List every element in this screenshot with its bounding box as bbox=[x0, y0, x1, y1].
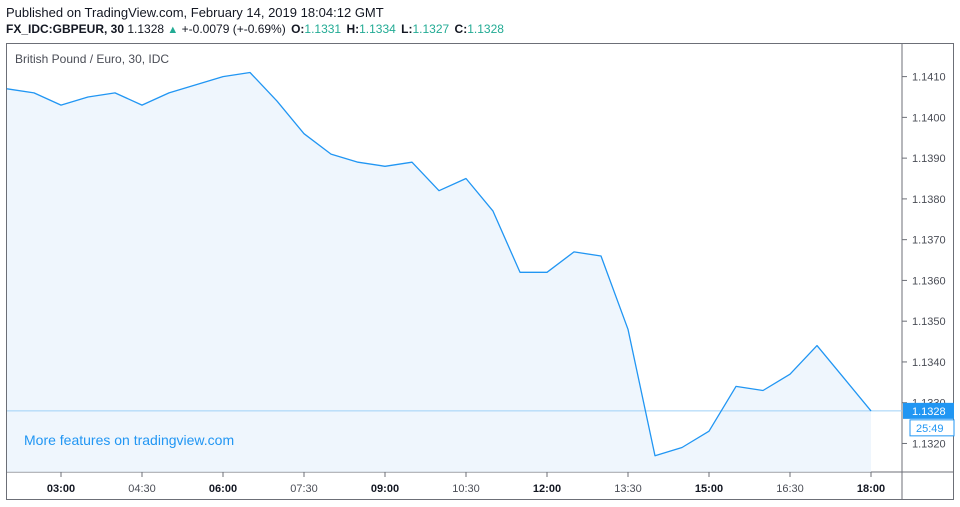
data-point-0 bbox=[6, 88, 8, 90]
data-point-10 bbox=[276, 100, 278, 102]
data-point-30 bbox=[816, 344, 818, 346]
data-point-4 bbox=[114, 92, 116, 94]
data-point-16 bbox=[438, 190, 440, 192]
data-point-3 bbox=[87, 96, 89, 98]
data-point-29 bbox=[789, 373, 791, 375]
series-title: British Pound / Euro, 30, IDC bbox=[15, 52, 170, 66]
price-badge-value: 1.1328 bbox=[912, 406, 946, 418]
x-tick-label-6: 12:00 bbox=[533, 483, 561, 495]
x-tick-label-3: 07:30 bbox=[290, 483, 318, 495]
open-label: O: bbox=[291, 22, 305, 36]
y-tick-label-8: 1.1400 bbox=[912, 112, 946, 124]
y-tick-label-9: 1.1410 bbox=[912, 72, 946, 84]
data-point-28 bbox=[762, 389, 764, 391]
data-point-31 bbox=[843, 377, 845, 379]
tradingview-link[interactable]: More features on tradingview.com bbox=[24, 432, 235, 448]
data-point-11 bbox=[303, 133, 305, 135]
chart-frame bbox=[6, 43, 954, 500]
x-tick-label-10: 18:00 bbox=[857, 483, 885, 495]
data-point-15 bbox=[411, 161, 413, 163]
published-note: Published on TradingView.com, February 1… bbox=[6, 5, 384, 20]
last-price: 1.1328 bbox=[127, 22, 165, 36]
data-point-27 bbox=[735, 385, 737, 387]
close-label: C: bbox=[454, 22, 468, 36]
data-point-1 bbox=[33, 92, 35, 94]
y-tick-label-7: 1.1390 bbox=[912, 153, 946, 165]
y-tick-label-6: 1.1380 bbox=[912, 194, 946, 206]
symbol-label[interactable]: FX_IDC:GBPEUR, 30 bbox=[6, 22, 125, 36]
y-tick-label-5: 1.1370 bbox=[912, 235, 946, 247]
data-point-18 bbox=[492, 210, 494, 212]
data-point-32 bbox=[870, 410, 872, 412]
y-tick-label-3: 1.1350 bbox=[912, 316, 946, 328]
data-point-5 bbox=[141, 104, 143, 106]
area-fill bbox=[7, 72, 871, 472]
data-point-12 bbox=[330, 153, 332, 155]
data-point-24 bbox=[654, 455, 656, 457]
data-point-19 bbox=[519, 271, 521, 273]
symbol-info-line: FX_IDC:GBPEUR, 30 1.1328 ▲ +-0.0079 (+-0… bbox=[6, 22, 504, 36]
x-tick-label-8: 15:00 bbox=[695, 483, 723, 495]
data-point-20 bbox=[546, 271, 548, 273]
price-change: +-0.0079 (+-0.69%) bbox=[181, 22, 286, 36]
data-point-22 bbox=[600, 255, 602, 257]
open-value: 1.1331 bbox=[304, 22, 342, 36]
data-point-25 bbox=[681, 446, 683, 448]
low-label: L: bbox=[401, 22, 413, 36]
up-arrow-icon: ▲ bbox=[167, 24, 179, 36]
data-point-8 bbox=[222, 75, 224, 77]
data-point-26 bbox=[708, 430, 710, 432]
low-value: 1.1327 bbox=[412, 22, 450, 36]
y-tick-label-4: 1.1360 bbox=[912, 275, 946, 287]
data-point-17 bbox=[465, 177, 467, 179]
high-label: H: bbox=[346, 22, 360, 36]
x-tick-label-4: 09:00 bbox=[371, 483, 399, 495]
data-point-14 bbox=[384, 165, 386, 167]
high-value: 1.1334 bbox=[359, 22, 396, 36]
countdown-badge bbox=[909, 419, 955, 437]
y-tick-label-0: 1.1320 bbox=[912, 438, 946, 450]
x-tick-label-7: 13:30 bbox=[614, 483, 642, 495]
price-badge bbox=[903, 402, 954, 419]
close-value: 1.1328 bbox=[467, 22, 504, 36]
x-tick-label-2: 06:00 bbox=[209, 483, 237, 495]
data-point-6 bbox=[168, 92, 170, 94]
series-line bbox=[6, 71, 872, 457]
data-point-2 bbox=[60, 104, 62, 106]
data-point-7 bbox=[195, 84, 197, 86]
data-point-21 bbox=[573, 251, 575, 253]
x-tick-label-9: 16:30 bbox=[776, 483, 804, 495]
x-tick-label-1: 04:30 bbox=[128, 483, 156, 495]
x-tick-label-5: 10:30 bbox=[452, 483, 480, 495]
data-point-9 bbox=[249, 71, 251, 73]
y-tick-label-2: 1.1340 bbox=[912, 357, 946, 369]
x-tick-label-0: 03:00 bbox=[47, 483, 75, 495]
countdown-value: 25:49 bbox=[916, 423, 944, 435]
data-point-23 bbox=[627, 328, 629, 330]
data-point-13 bbox=[357, 161, 359, 163]
